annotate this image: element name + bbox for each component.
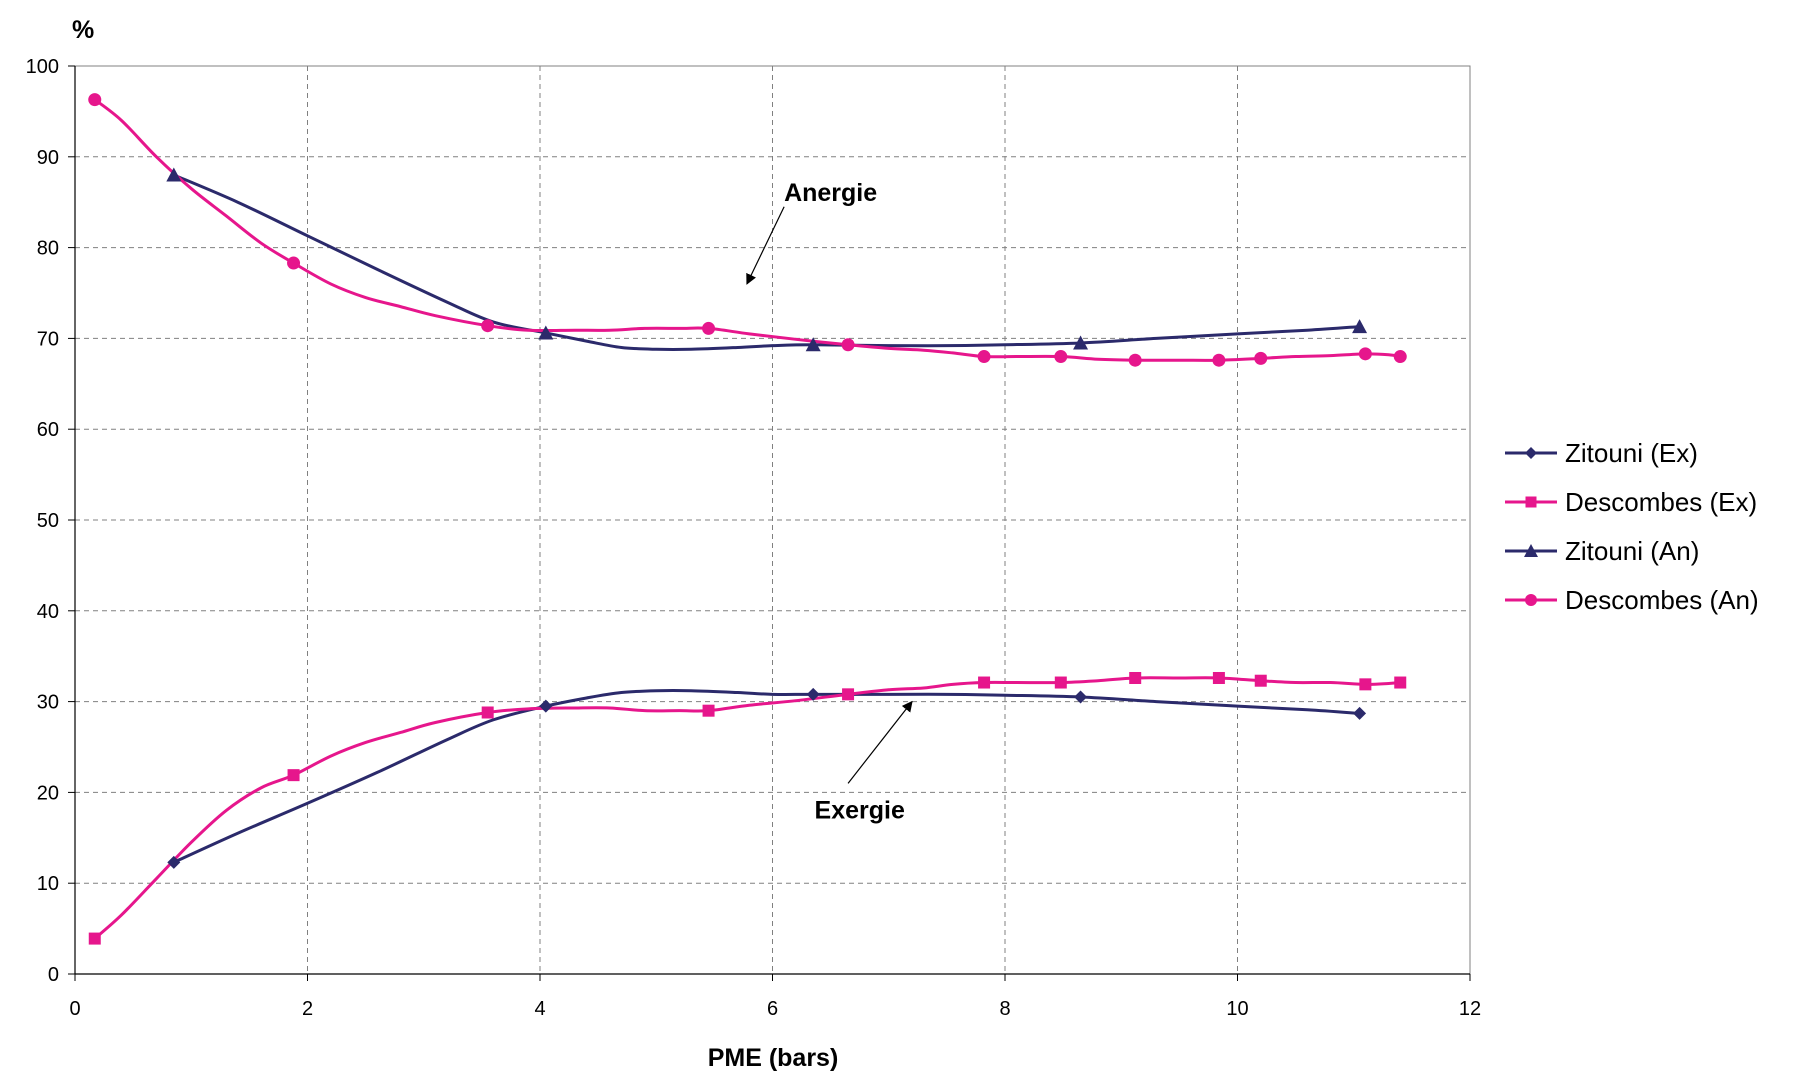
legend-marker-descombes-an <box>1525 594 1537 606</box>
data-point-descombes-ex <box>1054 676 1067 689</box>
data-point-descombes-an <box>481 319 495 333</box>
legend-entry-zitouni-an: Zitouni (An) <box>1505 536 1699 566</box>
data-point-zitouni-ex <box>806 687 820 701</box>
annotation-label-exergie: Exergie <box>815 797 905 825</box>
y-tick-label: 60 <box>37 419 59 441</box>
data-point-descombes-ex <box>842 688 855 701</box>
data-point-descombes-an <box>88 93 102 107</box>
data-point-descombes-an <box>702 321 716 335</box>
annotations: Anergie Exergie <box>746 179 913 825</box>
data-point-descombes-an <box>1212 353 1226 367</box>
annotation-arrow-exergie <box>847 700 913 784</box>
data-point-zitouni-ex <box>167 855 181 869</box>
legend-marker-zitouni-an <box>1524 544 1538 557</box>
data-point-descombes-ex <box>702 704 715 717</box>
x-tick-label: 4 <box>534 998 545 1020</box>
y-tick-label: 90 <box>37 147 59 169</box>
data-point-zitouni-ex <box>539 699 553 713</box>
x-tick-label: 2 <box>302 998 313 1020</box>
data-point-descombes-an <box>1393 350 1407 364</box>
legend-label-descombes-ex: Descombes (Ex) <box>1565 487 1757 517</box>
series-line-zitouni-ex <box>172 688 1362 864</box>
data-point-descombes-an <box>287 256 301 270</box>
y-tick-label: 0 <box>48 964 59 986</box>
axes: 0 10 20 30 40 50 60 70 80 90 100 0 2 4 6 8 10 12 <box>26 56 1482 1020</box>
series-lines <box>93 98 1402 941</box>
y-tick-label: 50 <box>37 510 59 532</box>
legend-marker-zitouni-ex <box>1525 447 1537 459</box>
data-point-zitouni-an <box>1352 319 1368 334</box>
x-tick-label: 10 <box>1226 998 1248 1020</box>
data-point-descombes-ex <box>1359 678 1372 691</box>
data-point-descombes-ex <box>1254 674 1267 687</box>
y-tick-label: 80 <box>37 238 59 260</box>
data-point-zitouni-an <box>1073 335 1089 350</box>
data-point-descombes-an <box>841 338 855 352</box>
x-axis-title: PME (bars) <box>708 1044 839 1072</box>
data-point-descombes-an <box>1358 347 1372 361</box>
grid <box>75 66 1470 974</box>
legend-marker-descombes-ex <box>1525 496 1537 508</box>
data-point-zitouni-an <box>538 325 554 340</box>
series-line-zitouni-an <box>172 173 1362 352</box>
data-point-descombes-an <box>1254 351 1268 365</box>
annotation-label-anergie: Anergie <box>784 179 877 207</box>
y-tick-label: 100 <box>26 56 59 78</box>
data-point-descombes-an <box>1128 353 1142 367</box>
y-tick-label: 30 <box>37 692 59 714</box>
legend-entry-descombes-an: Descombes (An) <box>1505 585 1759 615</box>
series-line-descombes-ex <box>93 676 1402 941</box>
series-line-descombes-an <box>93 98 1402 362</box>
data-point-zitouni-an <box>166 167 182 182</box>
y-tick-label: 10 <box>37 873 59 895</box>
x-tick-label: 6 <box>767 998 778 1020</box>
x-tick-label: 0 <box>69 998 80 1020</box>
x-tick-label: 12 <box>1459 998 1481 1020</box>
y-tick-label: 20 <box>37 782 59 804</box>
legend-label-descombes-an: Descombes (An) <box>1565 585 1759 615</box>
data-point-descombes-ex <box>978 676 991 689</box>
legend-label-zitouni-an: Zitouni (An) <box>1565 536 1699 566</box>
data-point-descombes-ex <box>88 932 101 945</box>
y-tick-label: 70 <box>37 328 59 350</box>
data-point-descombes-an <box>1054 350 1068 364</box>
data-point-descombes-ex <box>1129 671 1142 684</box>
legend-entry-descombes-ex: Descombes (Ex) <box>1505 487 1757 517</box>
annotation-arrow-anergie <box>746 206 785 285</box>
data-point-descombes-ex <box>481 706 494 719</box>
y-tick-label: 40 <box>37 601 59 623</box>
data-point-zitouni-ex <box>1353 706 1367 720</box>
data-point-descombes-an <box>977 350 991 364</box>
data-point-zitouni-ex <box>1074 690 1088 704</box>
data-point-zitouni-an <box>805 337 821 352</box>
legend: Zitouni (Ex) Descombes (Ex) Zitouni (An) De… <box>1505 438 1759 615</box>
legend-entry-zitouni-ex: Zitouni (Ex) <box>1505 438 1698 468</box>
data-point-descombes-ex <box>1212 671 1225 684</box>
data-point-descombes-ex <box>287 769 300 782</box>
x-tick-label: 8 <box>999 998 1010 1020</box>
series-markers <box>88 93 1407 945</box>
y-axis-title: % <box>72 16 94 44</box>
legend-label-zitouni-ex: Zitouni (Ex) <box>1565 438 1698 468</box>
data-point-descombes-ex <box>1394 676 1407 689</box>
